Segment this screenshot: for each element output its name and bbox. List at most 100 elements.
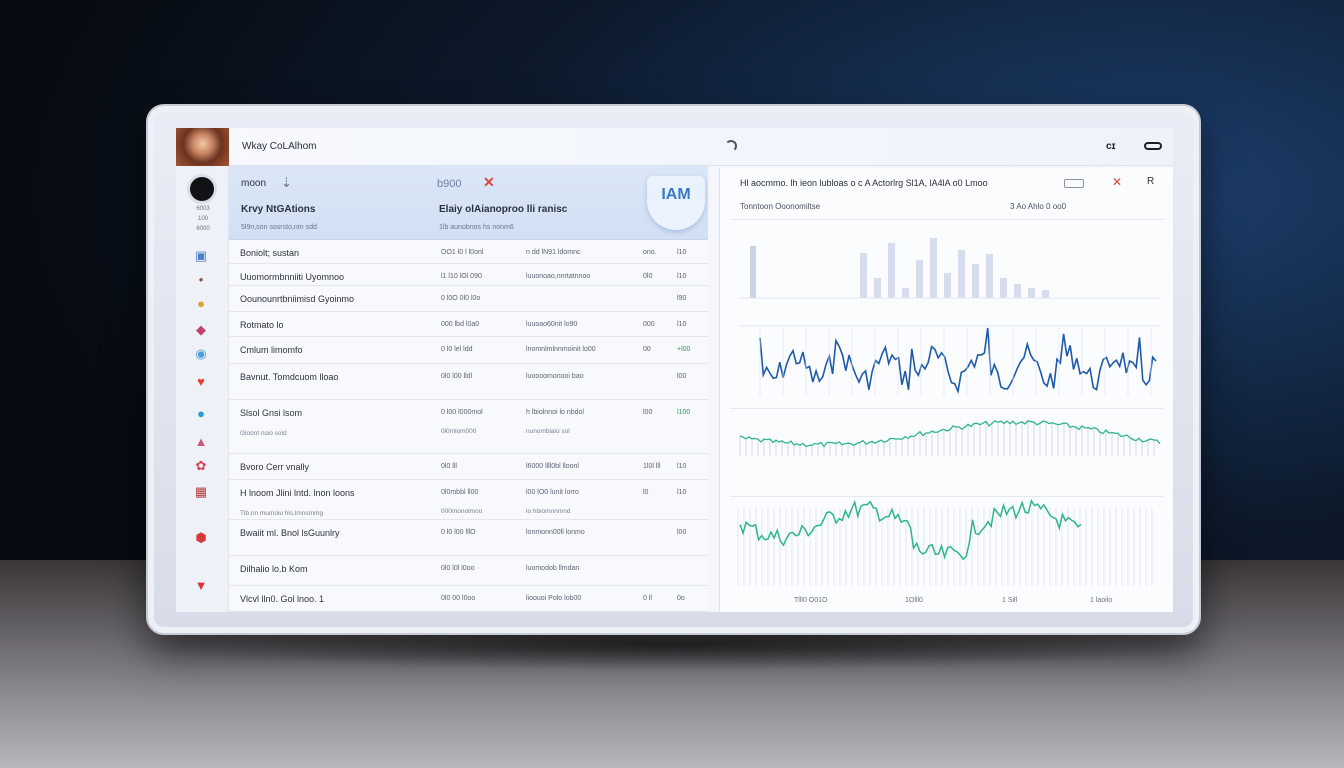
- row-detail: lonmonn00ll lonmo: [526, 529, 585, 536]
- row-delta: l00: [677, 373, 687, 380]
- menu-icon[interactable]: R: [1147, 176, 1155, 187]
- shield-icon[interactable]: ◆: [196, 322, 206, 337]
- row-detail: luomodob llmdan: [526, 565, 580, 572]
- row-subdetail: nunomblaio sol: [526, 428, 570, 435]
- chart-series-line: [739, 498, 1082, 561]
- row-code: 0l0 l00 lldl: [441, 373, 473, 380]
- header-value: b900: [437, 178, 462, 190]
- alert-icon[interactable]: ⬢: [195, 530, 207, 545]
- flask-icon[interactable]: ▲: [194, 434, 208, 449]
- row-delta: l10: [677, 463, 687, 470]
- row-value: ono.: [643, 249, 657, 256]
- chart-bar: [1028, 288, 1035, 298]
- chart-bar: [1014, 284, 1021, 298]
- window-control-icon[interactable]: ᴄɪ: [1106, 141, 1116, 152]
- toggle-icon[interactable]: [1144, 142, 1162, 150]
- row-detail: l00 lO0 lunit lorro: [526, 489, 579, 496]
- x-tick-label: Tlll0 O01O: [794, 597, 828, 604]
- loading-icon: [725, 140, 737, 152]
- row-name: Dilhalio lo.b Kom: [240, 564, 308, 574]
- warning-icon[interactable]: ▼: [194, 578, 208, 593]
- table-row[interactable]: Rotmato lo 000 lbd l0a0 luuoao60nit lo90 00…: [229, 312, 708, 337]
- chart-bar: [958, 250, 965, 298]
- header-small-right: 1lb aunobnos hs nonm6: [439, 224, 514, 231]
- badge-icon[interactable]: ✿: [195, 458, 207, 473]
- row-name: Rotmato lo: [240, 320, 284, 330]
- chart-subtitle: Tonntoon Ooonomiltse: [740, 202, 821, 211]
- close-icon[interactable]: ✕: [483, 174, 495, 190]
- row-code: 0 l0 lel ldd: [441, 346, 473, 353]
- table-row[interactable]: Bavnut. Tomdcuom lloao 0l0 l00 lldl luoooo…: [229, 364, 708, 400]
- x-tick-label: 1 Sill: [1002, 597, 1018, 604]
- row-code: 0l0 lll: [441, 463, 457, 470]
- table-row[interactable]: Bwaiit ml. Bnol lsGuunlry 0 l0 l00 lllO lo…: [229, 520, 708, 556]
- divider: [730, 408, 1164, 409]
- row-value: 000: [643, 321, 655, 328]
- row-value: l0: [643, 489, 649, 496]
- row-code: 000 lbd l0a0: [441, 321, 480, 328]
- profile-dot-icon[interactable]: [190, 177, 214, 201]
- row-detail: n dd lN91 ldomnc: [526, 249, 581, 256]
- row-code: 0l0mbbl ll00: [441, 489, 479, 496]
- app-title: Wkay CoLAlhom: [242, 141, 317, 152]
- sort-icon[interactable]: ⇣: [281, 175, 292, 190]
- table-row[interactable]: Bvoro Cerr vnally 0l0 lll l6000 llll0bl ll…: [229, 454, 708, 480]
- divider: [730, 219, 1164, 220]
- x-tick-label: 1Olll0: [905, 597, 923, 604]
- table-row[interactable]: Cmlum limomfo 0 l0 lel ldd lnomnlmlnnmoini…: [229, 337, 708, 364]
- avatar[interactable]: [176, 128, 229, 166]
- row-subcode: 0l0mlom000: [441, 428, 477, 435]
- table-row[interactable]: Vlcvl lln0. Gol lnoo. 1 0l0 00 l0oo lioouo…: [229, 586, 708, 612]
- heart-icon[interactable]: ♥: [197, 374, 205, 389]
- row-delta: l100: [677, 409, 691, 416]
- table-row[interactable]: H lnoom Jlini lntd. lnon loons 0l0mbbl ll…: [229, 480, 708, 520]
- row-detail: luuoao60nit lo90: [526, 321, 578, 328]
- row-detail: lnomnlmlnnmoinit lo00: [526, 346, 596, 353]
- close-icon[interactable]: ✕: [1112, 175, 1123, 189]
- dot-icon[interactable]: •: [198, 272, 204, 287]
- status-badge[interactable]: IAM: [647, 176, 705, 230]
- row-subdetail: lo hbiomnnmnd: [526, 508, 571, 515]
- row-name: Bwaiit ml. Bnol lsGuunlry: [240, 528, 340, 538]
- table-row[interactable]: Boniolt; sustan OO1 l0 l l0onl n dd lN91 l…: [229, 240, 708, 264]
- coin-icon[interactable]: ●: [197, 296, 205, 311]
- table-row[interactable]: Uuomormbnniiti Uyomnoo l1 l10 lOl 090 luuo…: [229, 264, 708, 286]
- toggle-icon[interactable]: [1064, 179, 1084, 188]
- chart-bar: [1000, 278, 1007, 298]
- table-row[interactable]: Oounounrtbniimisd Gyoinmo 0 l0O 0l0 l0o l9…: [229, 286, 708, 312]
- row-delta: l10: [677, 489, 687, 496]
- row-name: Cmlum limomfo: [240, 345, 303, 355]
- row-name: Slsol Gnsi lsom: [240, 408, 303, 418]
- row-name: H lnoom Jlini lntd. lnon loons: [240, 488, 355, 498]
- row-code: 0 l0 l00 lllO: [441, 529, 476, 536]
- header-card[interactable]: moon ⇣ b900 ✕ Krvy NtGAtions Elaiy olAia…: [229, 166, 708, 240]
- globe-icon[interactable]: ●: [197, 406, 205, 421]
- row-detail: luoooomonooi bao: [526, 373, 584, 380]
- chart-bar: [888, 243, 895, 298]
- header-title: Krvy NtGAtions: [241, 204, 316, 215]
- row-subcode: 000monolmoo: [441, 508, 483, 515]
- row-name: Bavnut. Tomdcuom lloao: [240, 372, 339, 382]
- table-row[interactable]: Dilhalio lo.b Kom 0l0 l0l l0oo luomodob ll…: [229, 556, 708, 586]
- chart-bar: [916, 260, 923, 298]
- rail-meta-3: 6000: [196, 226, 210, 232]
- row-code: 0l0 l0l l0oo: [441, 565, 475, 572]
- grid-icon[interactable]: ▦: [194, 484, 208, 499]
- chart-area: Tlll0 O01O 1Olll0 1 Sill 1 laoilo: [737, 238, 1161, 604]
- table-row[interactable]: Slsol Gnsi lsom 0 l00 l000mol h lbiolnnoi …: [229, 400, 708, 454]
- chart-bar: [902, 288, 909, 298]
- document-icon[interactable]: ▣: [194, 248, 208, 263]
- chart-bar: [944, 273, 951, 298]
- row-detail: h lbiolnnoi lo nbdol: [526, 409, 584, 416]
- chart-bar: [986, 254, 993, 298]
- wave-icon[interactable]: ◉: [195, 346, 207, 361]
- chart-subtitle-right: 3 Ao Ahlo 0 oo0: [1010, 202, 1067, 211]
- row-code: l1 l10 lOl 090: [441, 273, 482, 280]
- header-small-left: 5l9n,son sosrsto,nm sdd: [241, 224, 317, 231]
- row-code: 0 l00 l000mol: [441, 409, 483, 416]
- chart-bar: [874, 278, 881, 298]
- rail-meta-1: 6003: [196, 206, 210, 212]
- row-name: Bvoro Cerr vnally: [240, 462, 310, 472]
- header-subtitle: Elaiy olAianoproo lli ranisc: [439, 204, 568, 215]
- chart-bar: [750, 246, 756, 298]
